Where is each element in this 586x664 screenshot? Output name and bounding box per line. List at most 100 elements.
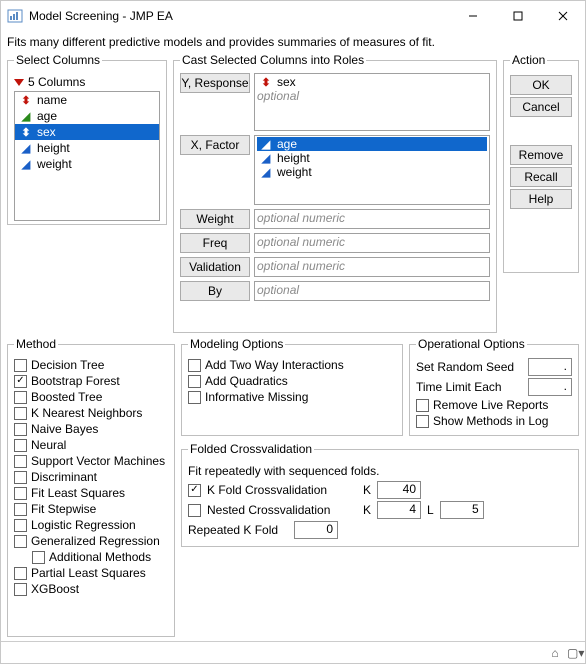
column-item[interactable]: ⬍ sex (15, 124, 159, 140)
checkbox-icon (416, 415, 429, 428)
x-factor-box[interactable]: ◢age◢height◢weight (254, 135, 490, 205)
dialog-body: Select Columns 5 Columns ⬍name◢age⬍sex◢h… (1, 53, 585, 641)
role-item[interactable]: ◢weight (257, 165, 487, 179)
modeling-option-check[interactable]: Informative Missing (188, 389, 396, 405)
nested-l-label: L (427, 503, 434, 517)
column-item[interactable]: ◢ age (15, 108, 159, 124)
blue-type-icon: ◢ (19, 158, 33, 171)
columns-header[interactable]: 5 Columns (14, 73, 160, 91)
by-button[interactable]: By (180, 281, 250, 301)
method-panel: Method Decision TreeBootstrap ForestBoos… (7, 337, 175, 637)
seed-input[interactable]: . (528, 358, 572, 376)
method-check[interactable]: Discriminant (14, 469, 168, 485)
y-response-button[interactable]: Y, Response (180, 73, 250, 93)
remove-button[interactable]: Remove (510, 145, 572, 165)
select-columns-legend: Select Columns (14, 53, 102, 67)
help-button[interactable]: Help (510, 189, 572, 209)
validation-box[interactable]: optional numeric (254, 257, 490, 277)
title-bar: Model Screening - JMP EA (1, 1, 585, 31)
action-panel: Action OK Cancel Remove Recall Help (503, 53, 579, 273)
method-check[interactable]: Generalized Regression (14, 533, 168, 549)
column-name: age (37, 109, 57, 123)
column-item[interactable]: ◢ weight (15, 156, 159, 172)
blue-type-icon: ◢ (259, 152, 273, 165)
nested-k-input[interactable]: 4 (377, 501, 421, 519)
method-check[interactable]: Naive Bayes (14, 421, 168, 437)
minimize-button[interactable] (450, 1, 495, 31)
method-check[interactable]: XGBoost (14, 581, 168, 597)
method-check[interactable]: K Nearest Neighbors (14, 405, 168, 421)
nested-l-input[interactable]: 5 (440, 501, 484, 519)
x-factor-button[interactable]: X, Factor (180, 135, 250, 155)
column-name: sex (37, 125, 56, 139)
column-name: weight (37, 157, 72, 171)
checkbox-icon (14, 567, 27, 580)
cast-roles-panel: Cast Selected Columns into Roles Y, Resp… (173, 53, 497, 333)
role-item[interactable]: ⬍sex (257, 75, 487, 89)
columns-list[interactable]: ⬍name ◢ age ⬍ sex◢height ◢ weight (14, 91, 160, 221)
modeling-option-check[interactable]: Add Two Way Interactions (188, 357, 396, 373)
validation-button[interactable]: Validation (180, 257, 250, 277)
kfold-k-label: K (363, 483, 371, 497)
kfold-label: K Fold Crossvalidation (207, 483, 357, 497)
maximize-button[interactable] (495, 1, 540, 31)
select-columns-panel: Select Columns 5 Columns ⬍name◢age⬍sex◢h… (7, 53, 167, 225)
checkbox-icon (188, 391, 201, 404)
method-check[interactable]: Support Vector Machines (14, 453, 168, 469)
modeling-option-check[interactable]: Add Quadratics (188, 373, 396, 389)
method-check[interactable]: Boosted Tree (14, 389, 168, 405)
checkbox-icon (14, 487, 27, 500)
kfold-k-input[interactable]: 40 (377, 481, 421, 499)
nested-checkbox[interactable] (188, 504, 201, 517)
modeling-options-list: Add Two Way InteractionsAdd QuadraticsIn… (188, 357, 396, 405)
checkbox-icon (14, 375, 27, 388)
expand-icon[interactable]: ▢▾ (567, 646, 579, 660)
dialog-window: Model Screening - JMP EA Fits many diffe… (0, 0, 586, 664)
home-icon[interactable]: ⌂ (549, 646, 561, 660)
checkbox-icon (14, 519, 27, 532)
remove-live-reports-check[interactable]: Remove Live Reports (416, 397, 572, 413)
repeated-kfold-input[interactable]: 0 (294, 521, 338, 539)
column-item[interactable]: ⬍name (15, 92, 159, 108)
columns-count: 5 Columns (28, 75, 85, 89)
red-type-icon: ⬍ (259, 76, 273, 89)
checkbox-icon (14, 583, 27, 596)
column-item[interactable]: ◢height (15, 140, 159, 156)
ok-button[interactable]: OK (510, 75, 572, 95)
method-check[interactable]: Bootstrap Forest (14, 373, 168, 389)
method-check[interactable]: Neural (14, 437, 168, 453)
y-response-box[interactable]: ⬍sexoptional (254, 73, 490, 131)
time-limit-input[interactable]: . (528, 378, 572, 396)
role-item[interactable]: ◢age (257, 137, 487, 151)
kfold-checkbox[interactable] (188, 484, 201, 497)
weight-box[interactable]: optional numeric (254, 209, 490, 229)
window-controls (450, 1, 585, 31)
weight-button[interactable]: Weight (180, 209, 250, 229)
method-check[interactable]: Fit Least Squares (14, 485, 168, 501)
time-limit-label: Time Limit Each (416, 380, 522, 394)
method-check[interactable]: Fit Stepwise (14, 501, 168, 517)
seed-label: Set Random Seed (416, 360, 522, 374)
red-type-icon: ⬍ (19, 126, 33, 139)
by-box[interactable]: optional (254, 281, 490, 301)
cancel-button[interactable]: Cancel (510, 97, 572, 117)
app-icon (7, 8, 23, 24)
recall-button[interactable]: Recall (510, 167, 572, 187)
close-button[interactable] (540, 1, 585, 31)
method-check[interactable]: Logistic Regression (14, 517, 168, 533)
role-item[interactable]: ◢height (257, 151, 487, 165)
method-check[interactable]: Decision Tree (14, 357, 168, 373)
freq-button[interactable]: Freq (180, 233, 250, 253)
checkbox-icon (14, 407, 27, 420)
checkbox-icon (416, 399, 429, 412)
method-check[interactable]: Partial Least Squares (14, 565, 168, 581)
freq-box[interactable]: optional numeric (254, 233, 490, 253)
column-name: height (37, 141, 70, 155)
green-type-icon: ◢ (19, 110, 33, 123)
dialog-description: Fits many different predictive models an… (1, 31, 585, 53)
checkbox-icon (188, 375, 201, 388)
checkbox-icon (14, 471, 27, 484)
show-methods-log-check[interactable]: Show Methods in Log (416, 413, 572, 429)
method-check[interactable]: Additional Methods (14, 549, 168, 565)
modeling-options-panel: Modeling Options Add Two Way Interaction… (181, 337, 403, 436)
